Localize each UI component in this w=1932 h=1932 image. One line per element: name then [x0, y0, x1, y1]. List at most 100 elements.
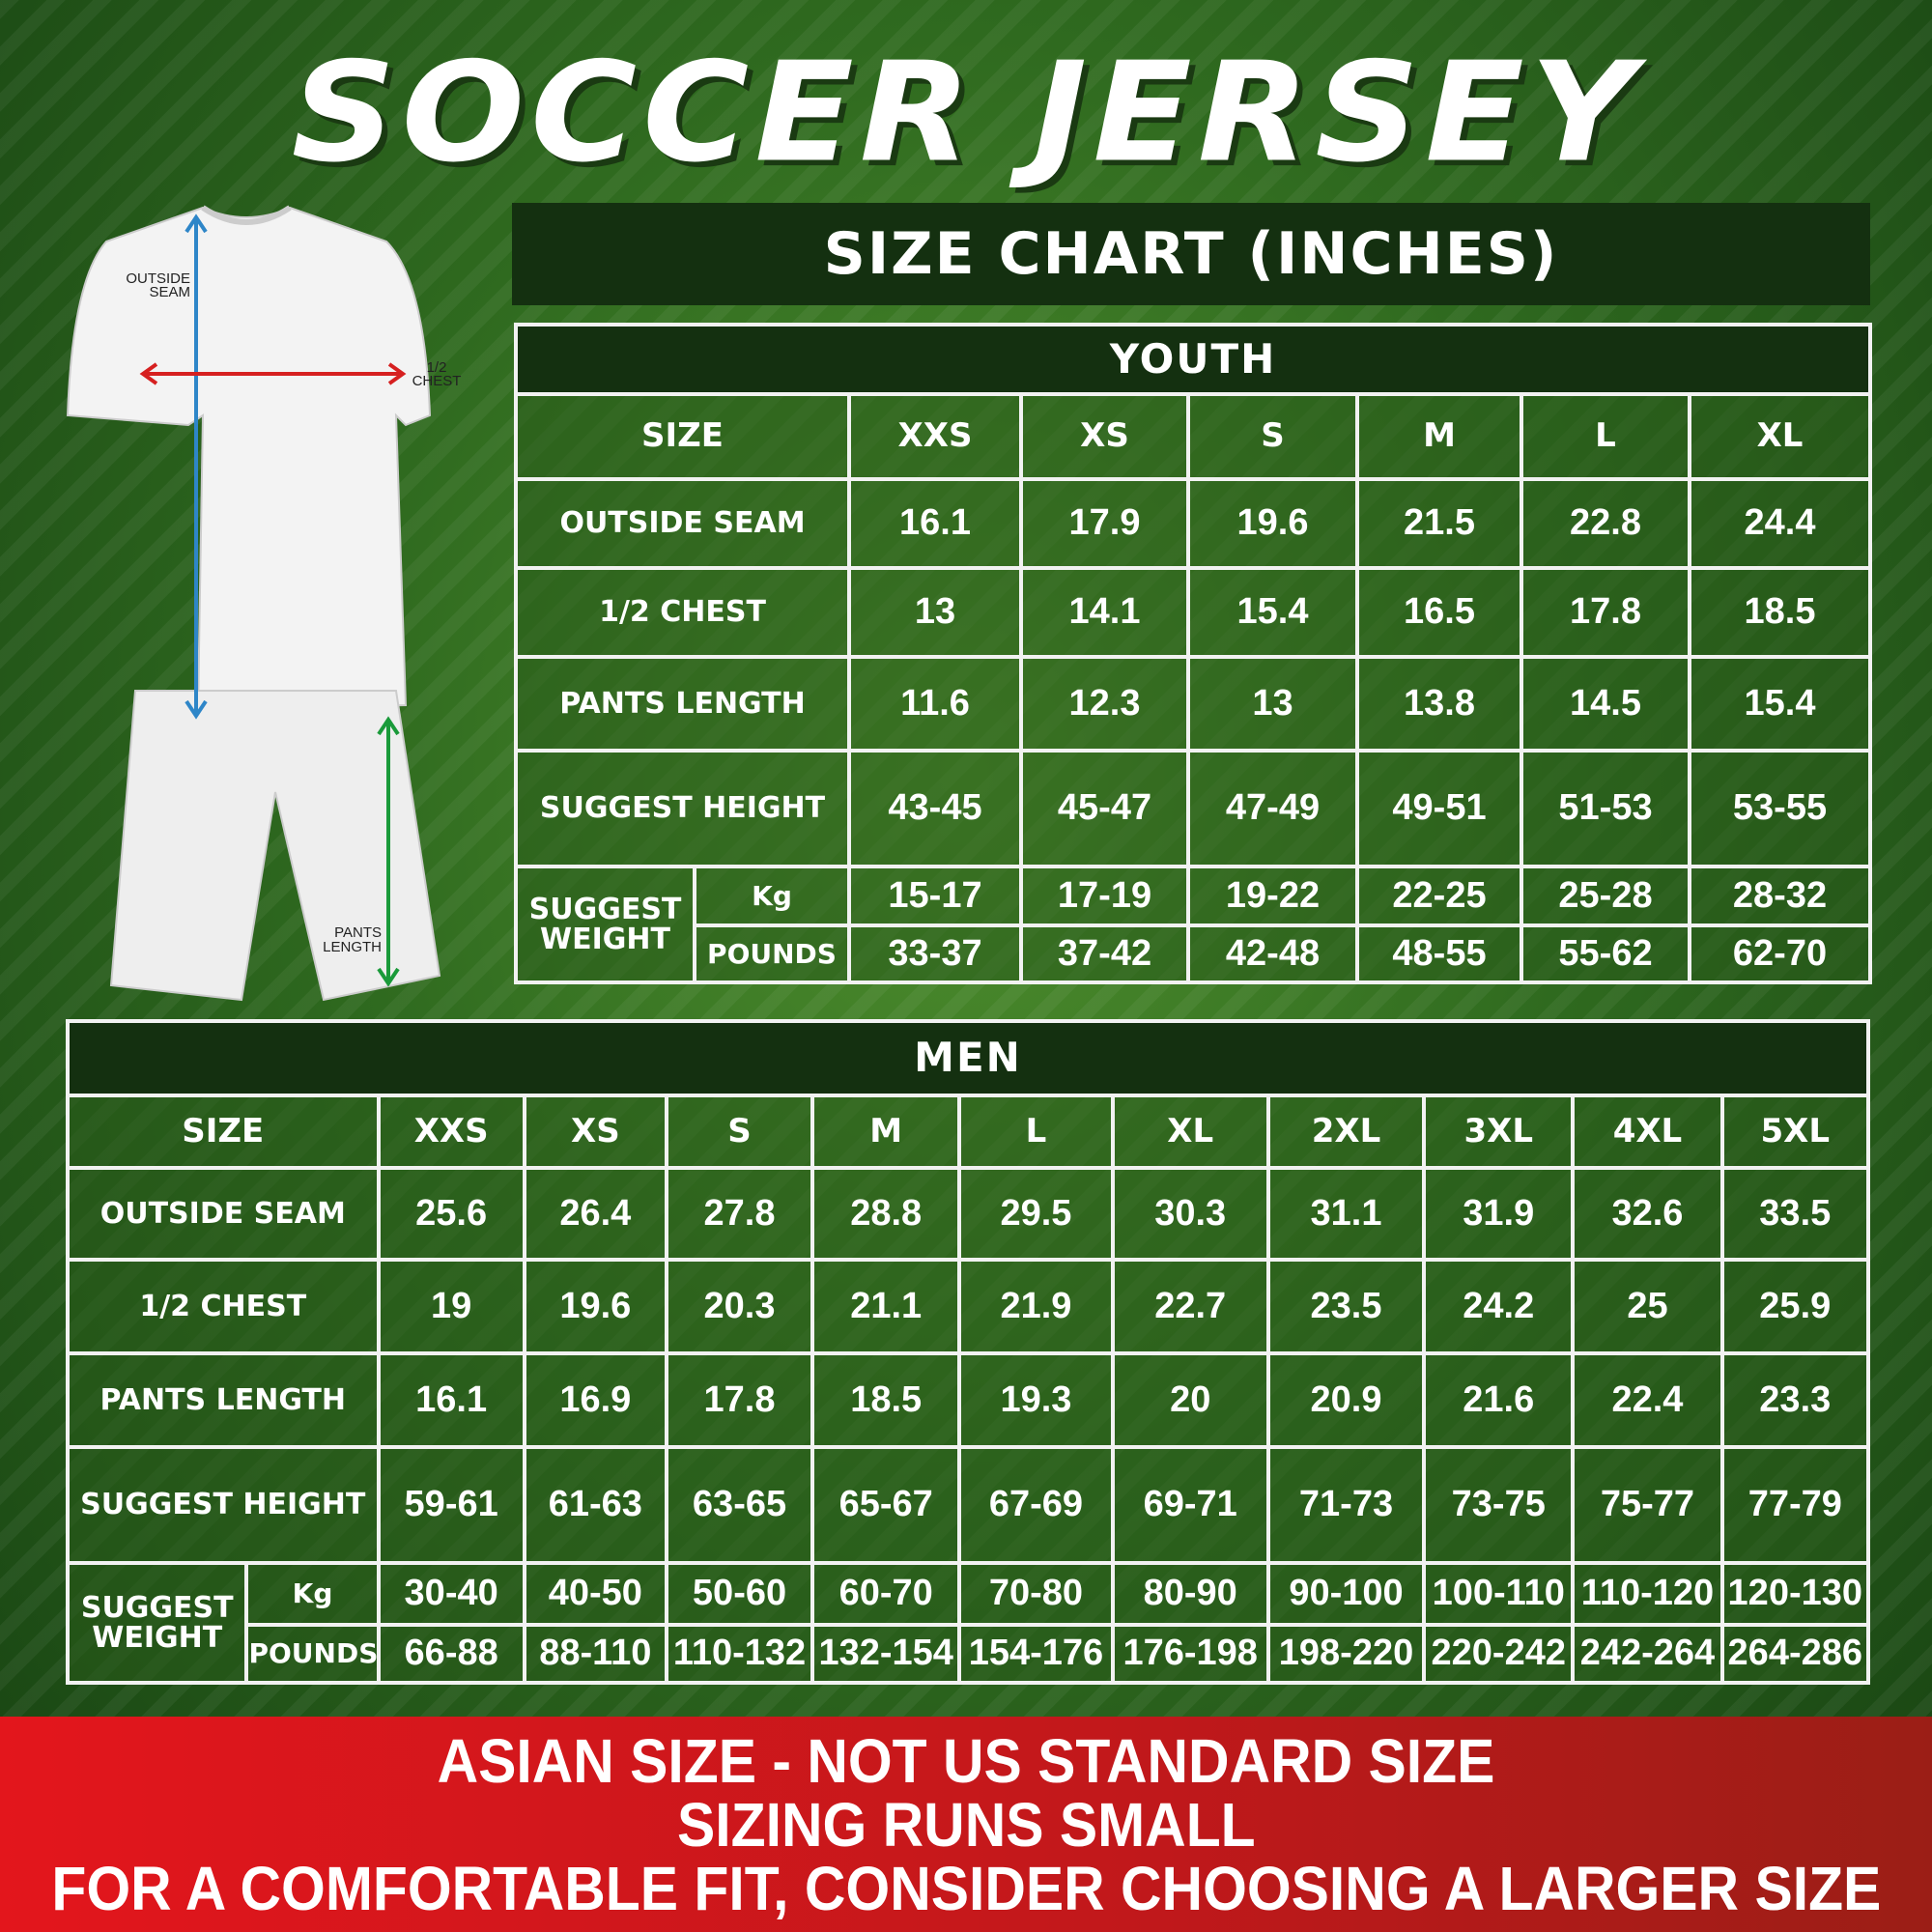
- size-5xl: 5XL: [1719, 1094, 1871, 1170]
- value-cell: 28.8: [810, 1166, 962, 1262]
- value-cell: 32.6: [1571, 1166, 1724, 1262]
- size-row: SIZE XXS XS S M L XL: [514, 392, 1873, 481]
- value-cell: 24.4: [1687, 477, 1873, 570]
- size-xxs: XXS: [376, 1094, 526, 1170]
- table-row: PANTS LENGTH 11.6 12.3 13 13.8 14.5 15.4: [514, 655, 1873, 753]
- weight-kg-row: SUGGEST WEIGHT Kg 30-40 40-50 50-60 60-70 70-8…: [65, 1561, 1871, 1685]
- row-label: PANTS LENGTH: [66, 1351, 381, 1449]
- pounds-value: 62-70: [1687, 923, 1873, 984]
- value-cell: 15.4: [1186, 566, 1359, 659]
- half-chest-label: 1/2: [427, 359, 447, 376]
- value-cell: 30.3: [1110, 1166, 1270, 1262]
- size-xs: XS: [1019, 392, 1190, 481]
- value-cell: 13.8: [1355, 655, 1523, 753]
- value-cell: 20.3: [664, 1258, 815, 1355]
- value-cell: 14.5: [1520, 655, 1691, 753]
- value-cell: 53-55: [1687, 749, 1873, 868]
- weight-pounds-row: POUNDS 33-37 37-42 42-48 48-55 55-62 62-70: [516, 923, 1873, 984]
- pounds-value: 37-42: [1019, 923, 1190, 984]
- value-cell: 71-73: [1265, 1445, 1427, 1565]
- value-cell: 18.5: [810, 1351, 962, 1449]
- size-l: L: [1520, 392, 1691, 481]
- value-cell: 21.6: [1422, 1351, 1576, 1449]
- value-cell: 25.6: [376, 1166, 526, 1262]
- pounds-value: 33-37: [847, 923, 1023, 984]
- value-cell: 16.5: [1355, 566, 1523, 659]
- table-row: OUTSIDE SEAM 25.6 26.4 27.8 28.8 29.5 30.3 31.1…: [66, 1166, 1871, 1262]
- size-header: SIZE: [66, 1094, 381, 1170]
- row-label: OUTSIDE SEAM: [66, 1166, 381, 1262]
- pounds-value: 176-198: [1110, 1623, 1270, 1685]
- weight-kg-row: SUGGEST WEIGHT Kg 15-17 17-19 19-22 22-25 25-2…: [514, 865, 1873, 984]
- value-cell: 49-51: [1355, 749, 1523, 868]
- value-cell: 20.9: [1265, 1351, 1427, 1449]
- value-cell: 75-77: [1571, 1445, 1724, 1565]
- weight-pounds-row: POUNDS 66-88 88-110 110-132 132-154 154-176 17…: [68, 1623, 1871, 1685]
- pounds-value: 88-110: [522, 1623, 668, 1685]
- kg-value: 80-90: [1110, 1561, 1270, 1627]
- svg-text:SEAM: SEAM: [149, 284, 190, 300]
- kg-value: 40-50: [522, 1561, 668, 1627]
- value-cell: 31.9: [1422, 1166, 1576, 1262]
- value-cell: 77-79: [1719, 1445, 1871, 1565]
- value-cell: 61-63: [522, 1445, 668, 1565]
- table-section-title: YOUTH: [513, 323, 1873, 396]
- size-m: M: [1355, 392, 1523, 481]
- weight-label: SUGGEST WEIGHT: [514, 865, 696, 984]
- svg-text:LENGTH: LENGTH: [323, 939, 382, 955]
- table-row: 1/2 CHEST 13 14.1 15.4 16.5 17.8 18.5: [514, 566, 1873, 659]
- size-2xl: 2XL: [1265, 1094, 1427, 1170]
- kg-value: 15-17: [847, 865, 1023, 927]
- size-xxs: XXS: [847, 392, 1023, 481]
- size-xl: XL: [1687, 392, 1873, 481]
- value-cell: 16.1: [376, 1351, 526, 1449]
- pounds-value: 154-176: [957, 1623, 1115, 1685]
- table-row: 1/2 CHEST 19 19.6 20.3 21.1 21.9 22.7 23.5 24.2 2…: [66, 1258, 1871, 1355]
- value-cell: 25: [1571, 1258, 1724, 1355]
- value-cell: 13: [1186, 655, 1359, 753]
- value-cell: 17.8: [1520, 566, 1691, 659]
- row-label: SUGGEST HEIGHT: [66, 1445, 381, 1565]
- value-cell: 69-71: [1110, 1445, 1270, 1565]
- value-cell: 22.7: [1110, 1258, 1270, 1355]
- value-cell: 16.1: [847, 477, 1023, 570]
- value-cell: 31.1: [1265, 1166, 1427, 1262]
- value-cell: 19.6: [522, 1258, 668, 1355]
- value-cell: 24.2: [1422, 1258, 1576, 1355]
- row-label: OUTSIDE SEAM: [514, 477, 851, 570]
- value-cell: 21.9: [957, 1258, 1115, 1355]
- kg-value: 28-32: [1687, 865, 1873, 927]
- kg-value: 100-110: [1422, 1561, 1576, 1627]
- value-cell: 63-65: [664, 1445, 815, 1565]
- kg-value: 22-25: [1355, 865, 1523, 927]
- kg-value: 17-19: [1019, 865, 1190, 927]
- value-cell: 73-75: [1422, 1445, 1576, 1565]
- value-cell: 23.3: [1719, 1351, 1871, 1449]
- pounds-label: POUNDS: [244, 1623, 381, 1685]
- value-cell: 43-45: [847, 749, 1023, 868]
- row-label: 1/2 CHEST: [514, 566, 851, 659]
- kg-value: 120-130: [1719, 1561, 1871, 1627]
- value-cell: 29.5: [957, 1166, 1115, 1262]
- banner-line: ASIAN SIZE - NOT US STANDARD SIZE: [437, 1725, 1495, 1796]
- pounds-value: 132-154: [810, 1623, 962, 1685]
- svg-text:CHEST: CHEST: [412, 373, 462, 389]
- value-cell: 15.4: [1687, 655, 1873, 753]
- size-row: SIZE XXS XS S M L XL 2XL 3XL 4XL 5XL: [66, 1094, 1871, 1170]
- youth-size-table: YOUTH SIZE XXS XS S M L XL OUTSIDE SEAM 16.1 17.9 1…: [513, 323, 1873, 984]
- value-cell: 59-61: [376, 1445, 526, 1565]
- pounds-value: 110-132: [664, 1623, 815, 1685]
- kg-value: 19-22: [1186, 865, 1359, 927]
- kg-value: 50-60: [664, 1561, 815, 1627]
- size-xl: XL: [1110, 1094, 1270, 1170]
- value-cell: 65-67: [810, 1445, 962, 1565]
- kg-value: 60-70: [810, 1561, 962, 1627]
- value-cell: 51-53: [1520, 749, 1691, 868]
- value-cell: 25.9: [1719, 1258, 1871, 1355]
- kg-label: Kg: [693, 865, 851, 927]
- kg-value: 25-28: [1520, 865, 1691, 927]
- table-row: PANTS LENGTH 16.1 16.9 17.8 18.5 19.3 20 20.9 21…: [66, 1351, 1871, 1449]
- kg-label: Kg: [244, 1561, 381, 1627]
- banner-line: FOR A COMFORTABLE FIT, CONSIDER CHOOSING…: [51, 1853, 1881, 1923]
- value-cell: 27.8: [664, 1166, 815, 1262]
